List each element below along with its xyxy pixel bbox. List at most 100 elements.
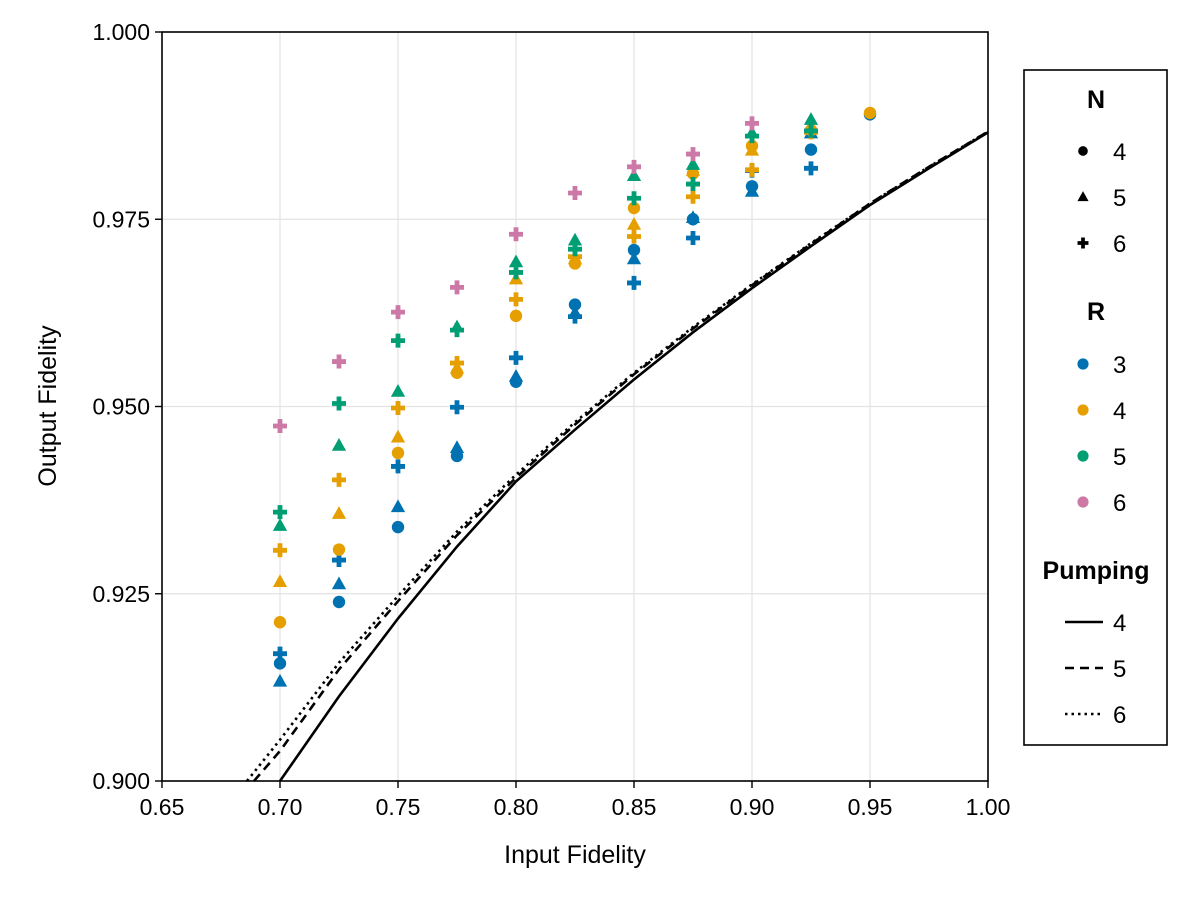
point-N6-R5 bbox=[332, 396, 346, 411]
point-N5-R5 bbox=[508, 254, 524, 268]
point-N6-R4 bbox=[391, 400, 405, 415]
point-N5-R5 bbox=[272, 518, 288, 531]
legend-label: 6 bbox=[1113, 231, 1126, 258]
point-N5-R5 bbox=[685, 157, 701, 170]
point-N6-R5 bbox=[745, 129, 759, 144]
point-N6-R6 bbox=[273, 418, 287, 433]
legend-label: 6 bbox=[1113, 490, 1126, 517]
point-N5-R3 bbox=[685, 210, 701, 224]
legend-marker-triangle bbox=[1077, 191, 1089, 202]
x-tick-label: 1.00 bbox=[966, 794, 1011, 820]
legend-label: 4 bbox=[1113, 610, 1126, 637]
point-N6-R6 bbox=[627, 159, 641, 174]
point-N4-R4 bbox=[509, 309, 523, 323]
point-N4-R4 bbox=[627, 201, 641, 215]
x-tick-label: 0.95 bbox=[848, 794, 893, 820]
point-N6-R5 bbox=[450, 323, 464, 338]
point-N6-R4 bbox=[273, 543, 287, 558]
legend-box bbox=[1023, 69, 1168, 746]
point-N6-R5 bbox=[627, 191, 641, 206]
legend-label: 5 bbox=[1113, 656, 1126, 683]
y-tick-label: 0.900 bbox=[92, 768, 150, 794]
legend-marker-color bbox=[1077, 496, 1089, 508]
point-N6-R3 bbox=[686, 230, 700, 245]
point-N4-R4 bbox=[332, 543, 346, 556]
point-N6-R4 bbox=[568, 249, 582, 264]
point-N5-R3 bbox=[744, 184, 760, 197]
legend-marker-color bbox=[1077, 450, 1089, 462]
y-tick-label: 0.925 bbox=[92, 581, 150, 607]
point-N5-R4 bbox=[626, 216, 642, 230]
y-axis-label: Output Fidelity bbox=[34, 325, 62, 487]
point-N5-R5 bbox=[390, 384, 406, 397]
point-N6-R3 bbox=[391, 459, 405, 474]
axis-ticks: 0.65 0.70 0.75 0.80 0.85 0.90 0.95 1.00 0.900 0.9… bbox=[92, 19, 1010, 820]
point-N4-R3 bbox=[627, 243, 641, 257]
y-tick-label: 0.950 bbox=[92, 394, 150, 420]
legend-label: 4 bbox=[1113, 139, 1126, 166]
point-N5-R4 bbox=[272, 574, 288, 588]
point-N6-R5 bbox=[273, 505, 287, 520]
point-N6-R6 bbox=[391, 305, 405, 320]
point-N6-R3 bbox=[332, 553, 346, 568]
point-N5-R5 bbox=[626, 168, 642, 182]
point-N5-R3 bbox=[508, 369, 524, 382]
point-N5-R4 bbox=[331, 506, 347, 519]
scatter-points bbox=[272, 106, 877, 687]
legend-marker-cross bbox=[1077, 237, 1089, 249]
y-tick-label: 1.000 bbox=[92, 19, 150, 45]
point-N6-R4 bbox=[686, 189, 700, 204]
legend-title-pumping: Pumping bbox=[1043, 557, 1150, 585]
point-N4-R3 bbox=[273, 657, 287, 670]
point-N6-R4 bbox=[745, 162, 759, 177]
point-N6-R6 bbox=[450, 280, 464, 295]
point-N6-R5 bbox=[686, 177, 700, 192]
point-N5-R4 bbox=[390, 429, 406, 443]
x-axis-label: Input Fidelity bbox=[504, 841, 646, 869]
point-N6-R6 bbox=[686, 147, 700, 162]
x-tick-label: 0.80 bbox=[494, 794, 539, 820]
legend-label: 6 bbox=[1113, 702, 1126, 729]
legend-label: 3 bbox=[1113, 352, 1126, 379]
legend-title-n: N bbox=[1087, 86, 1105, 114]
point-N5-R5 bbox=[803, 112, 819, 125]
x-tick-label: 0.75 bbox=[376, 794, 421, 820]
point-N6-R3 bbox=[804, 161, 818, 176]
point-N6-R5 bbox=[568, 242, 582, 257]
point-N4-R3 bbox=[568, 298, 582, 311]
x-tick-label: 0.70 bbox=[258, 794, 303, 820]
point-N6-R5 bbox=[391, 333, 405, 348]
point-N5-R3 bbox=[331, 576, 347, 590]
point-N6-R3 bbox=[568, 309, 582, 324]
point-N4-R3 bbox=[332, 595, 346, 609]
point-N5-R3 bbox=[626, 251, 642, 265]
point-N6-R4 bbox=[450, 356, 464, 371]
point-N5-R3 bbox=[449, 440, 465, 453]
point-N6-R4 bbox=[627, 229, 641, 244]
legend-marker-color bbox=[1077, 358, 1089, 370]
point-N6-R3 bbox=[450, 400, 464, 415]
point-N6-R6 bbox=[509, 227, 523, 242]
pumping-6-line bbox=[245, 130, 989, 782]
point-N4-R4 bbox=[863, 106, 877, 120]
point-N5-R3 bbox=[390, 499, 406, 513]
point-N4-R4 bbox=[391, 446, 405, 460]
point-N6-R6 bbox=[568, 186, 582, 201]
line-series bbox=[245, 130, 989, 782]
point-N6-R5 bbox=[804, 123, 818, 138]
point-N6-R4 bbox=[332, 472, 346, 487]
point-N5-R5 bbox=[331, 437, 347, 451]
point-N6-R3 bbox=[627, 275, 641, 290]
legend-label: 5 bbox=[1113, 185, 1126, 212]
point-N6-R3 bbox=[509, 350, 523, 365]
point-N4-R3 bbox=[804, 143, 818, 156]
point-N5-R4 bbox=[744, 142, 760, 156]
pumping-5-line bbox=[253, 130, 989, 782]
point-N5-R5 bbox=[567, 232, 583, 246]
point-N4-R3 bbox=[391, 520, 405, 534]
point-N6-R5 bbox=[509, 265, 523, 280]
legend-marker-circle bbox=[1078, 146, 1088, 156]
